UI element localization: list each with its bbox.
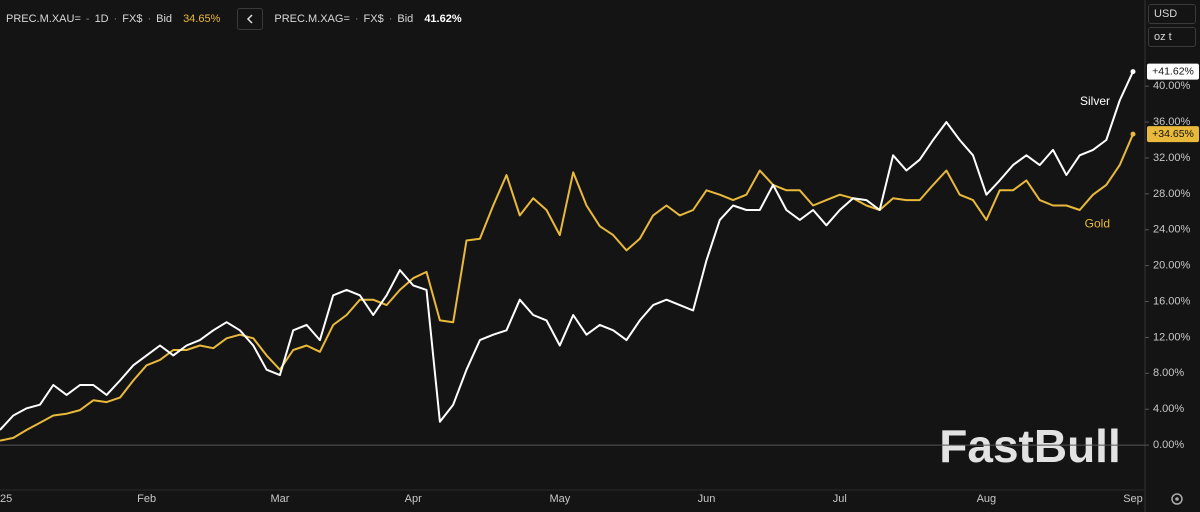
series-label: Gold [1085, 216, 1110, 230]
end-label-box [1147, 126, 1199, 143]
x-tick-label: Feb [137, 493, 156, 505]
y-tick-label: 20.00% [1153, 260, 1191, 272]
watermark: FastBull [939, 420, 1120, 472]
currency: FX$ [363, 13, 384, 25]
currency: FX$ [122, 13, 143, 25]
y-tick-label: 12.00% [1153, 331, 1191, 343]
price-type: Bid [397, 13, 414, 25]
end-point [1130, 69, 1136, 75]
x-tick-label: Apr [405, 493, 422, 505]
x-tick-label: Mar [270, 493, 289, 505]
y-tick-label: 32.00% [1153, 152, 1191, 164]
end-label: +41.62% [1147, 63, 1199, 80]
y-tick-label: 40.00% [1153, 80, 1191, 92]
symbol: PREC.M.XAU= [6, 13, 81, 25]
currency-select[interactable]: USD [1148, 4, 1196, 24]
series-line [0, 71, 1134, 431]
y-tick-label: 28.00% [1153, 188, 1191, 200]
interval[interactable]: 1D [94, 13, 109, 25]
x-tick-label: May [549, 493, 570, 505]
x-tick-label: Jun [698, 493, 716, 505]
back-button[interactable] [237, 8, 264, 30]
toolbar: PREC.M.XAU= - 1D · FX$ · Bid 34.65% PREC.M.… [6, 8, 462, 30]
change: 41.62% [424, 13, 462, 25]
chevron-icon [247, 14, 253, 24]
settings-icon[interactable] [1171, 493, 1183, 505]
x-tick-label: 2025 [0, 493, 12, 505]
change: 34.65% [183, 13, 221, 25]
end-label-text: +41.62% [1152, 65, 1194, 77]
end-label: +34.65% [1147, 126, 1199, 143]
end-point [1130, 131, 1136, 137]
symbol: PREC.M.XAG= [274, 13, 350, 25]
series-label: Silver [1080, 94, 1110, 108]
y-tick-label: 8.00% [1153, 367, 1184, 379]
y-tick-label: 24.00% [1153, 224, 1191, 236]
end-label-box [1147, 63, 1199, 80]
unit-select[interactable]: oz t [1148, 27, 1196, 47]
price-type: Bid [156, 13, 173, 25]
x-tick-label: Sep [1123, 493, 1143, 505]
end-label-text: +34.65% [1152, 128, 1194, 140]
x-tick-label: Aug [977, 493, 997, 505]
series-line [0, 133, 1134, 442]
y-tick-label: 4.00% [1153, 403, 1184, 415]
y-tick-label: 16.00% [1153, 295, 1191, 307]
y-tick-label: 0.00% [1153, 439, 1184, 451]
x-tick-label: Jul [833, 493, 847, 505]
y-tick-label: 36.00% [1153, 116, 1191, 128]
